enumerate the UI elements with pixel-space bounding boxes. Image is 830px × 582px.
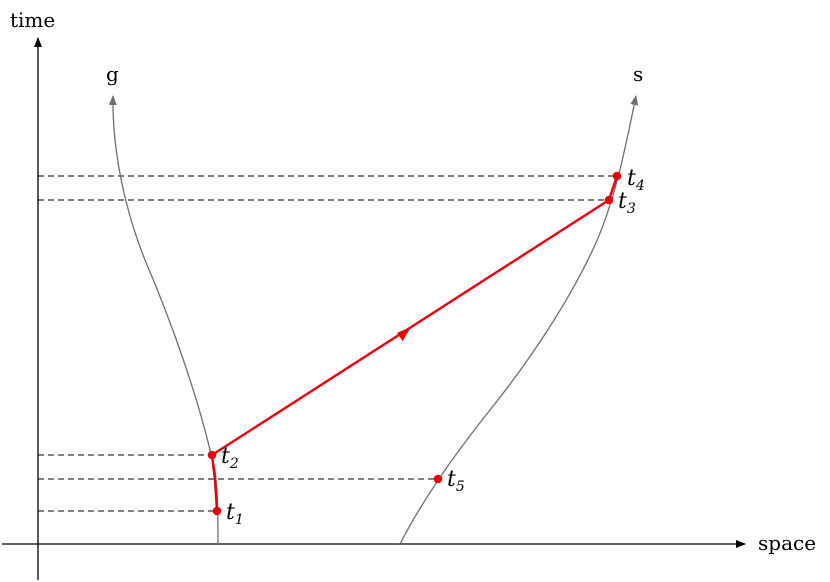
worldline-g-label: g [106,62,119,86]
event-t5-dot [433,474,443,484]
space-axis-label: space [758,531,816,555]
event-t2-dot [207,450,217,460]
event-t3-label: t3 [618,189,636,217]
event-t3-dot [604,195,614,205]
time-axis-label: time [10,8,55,32]
event-t4-dot [612,171,622,181]
event-t1-dot [212,506,222,516]
event-t1-label: t1 [226,500,244,528]
event-points [207,171,622,516]
worldline-g [108,95,219,545]
time-projection-lines [38,175,617,512]
event-t4-label: t4 [627,166,645,194]
signal-path [210,175,619,512]
signal-direction-arrow [397,327,411,342]
event-t5-label: t5 [447,467,465,495]
event-t2-label: t2 [221,444,239,472]
worldline-s-label: s [633,62,643,86]
